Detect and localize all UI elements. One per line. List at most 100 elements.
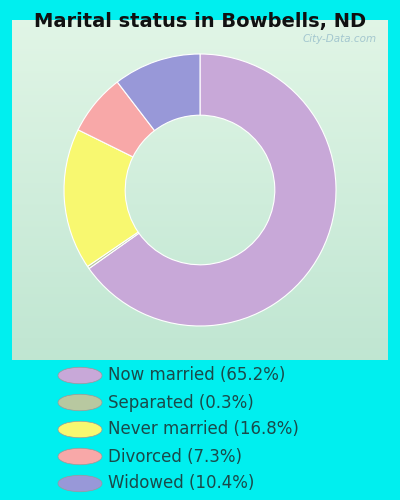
Bar	[12, 61, 388, 62]
Bar	[12, 180, 388, 182]
Text: Now married (65.2%): Now married (65.2%)	[108, 366, 285, 384]
Bar	[12, 68, 388, 70]
Bar	[12, 241, 388, 242]
Bar	[12, 30, 388, 32]
Bar	[12, 200, 388, 202]
Bar	[12, 353, 388, 355]
Bar	[12, 224, 388, 226]
Bar	[12, 58, 388, 59]
Bar	[12, 334, 388, 336]
Bar	[12, 288, 388, 290]
Text: Marital status in Bowbells, ND: Marital status in Bowbells, ND	[34, 12, 366, 32]
Bar	[12, 342, 388, 343]
Bar	[12, 46, 388, 47]
Bar	[12, 132, 388, 134]
Bar	[12, 344, 388, 346]
Bar	[12, 49, 388, 50]
Bar	[12, 112, 388, 114]
Bar	[12, 294, 388, 296]
Bar	[12, 110, 388, 112]
Bar	[12, 186, 388, 188]
Bar	[12, 356, 388, 358]
Bar	[12, 234, 388, 236]
Bar	[12, 98, 388, 100]
Bar	[12, 152, 388, 154]
Bar	[12, 340, 388, 342]
Bar	[12, 44, 388, 46]
Bar	[12, 308, 388, 309]
Bar	[12, 158, 388, 160]
Bar	[12, 263, 388, 265]
Bar	[12, 42, 388, 44]
Bar	[12, 164, 388, 166]
Bar	[12, 56, 388, 58]
Bar	[12, 240, 388, 241]
Bar	[12, 90, 388, 92]
Bar	[12, 350, 388, 352]
Bar	[12, 173, 388, 174]
Bar	[12, 185, 388, 186]
Bar	[12, 140, 388, 142]
Bar	[12, 129, 388, 130]
Bar	[12, 117, 388, 118]
Bar	[12, 154, 388, 156]
Bar	[12, 50, 388, 52]
Bar	[12, 358, 388, 360]
Circle shape	[58, 448, 102, 465]
Bar	[12, 104, 388, 105]
Bar	[12, 176, 388, 178]
Bar	[12, 292, 388, 294]
Bar	[12, 106, 388, 108]
Bar	[12, 71, 388, 72]
Bar	[12, 229, 388, 231]
Bar	[12, 314, 388, 316]
Bar	[12, 80, 388, 81]
Wedge shape	[64, 130, 138, 266]
Bar	[12, 204, 388, 206]
Bar	[12, 256, 388, 258]
Bar	[12, 88, 388, 90]
Bar	[12, 24, 388, 25]
Bar	[12, 54, 388, 56]
Bar	[12, 59, 388, 61]
Bar	[12, 198, 388, 200]
Bar	[12, 318, 388, 319]
Text: Separated (0.3%): Separated (0.3%)	[108, 394, 254, 411]
Bar	[12, 108, 388, 110]
Bar	[12, 352, 388, 353]
Bar	[12, 28, 388, 30]
Bar	[12, 66, 388, 68]
Bar	[12, 114, 388, 115]
Bar	[12, 105, 388, 106]
Bar	[12, 170, 388, 172]
Bar	[12, 138, 388, 139]
Circle shape	[58, 421, 102, 438]
Bar	[12, 326, 388, 328]
Bar	[12, 195, 388, 197]
Bar	[12, 210, 388, 212]
Bar	[12, 74, 388, 76]
Bar	[12, 148, 388, 149]
Text: Widowed (10.4%): Widowed (10.4%)	[108, 474, 254, 492]
Bar	[12, 324, 388, 326]
Bar	[12, 343, 388, 344]
Bar	[12, 278, 388, 280]
Bar	[12, 93, 388, 95]
Bar	[12, 202, 388, 203]
Bar	[12, 78, 388, 80]
Bar	[12, 260, 388, 262]
Circle shape	[58, 367, 102, 384]
Bar	[12, 168, 388, 170]
Bar	[12, 302, 388, 304]
Wedge shape	[88, 232, 139, 268]
Bar	[12, 32, 388, 34]
Bar	[12, 130, 388, 132]
Bar	[12, 333, 388, 334]
Bar	[12, 284, 388, 285]
Bar	[12, 254, 388, 256]
Bar	[12, 212, 388, 214]
Bar	[12, 95, 388, 96]
Bar	[12, 321, 388, 322]
Bar	[12, 36, 388, 37]
Bar	[12, 136, 388, 138]
